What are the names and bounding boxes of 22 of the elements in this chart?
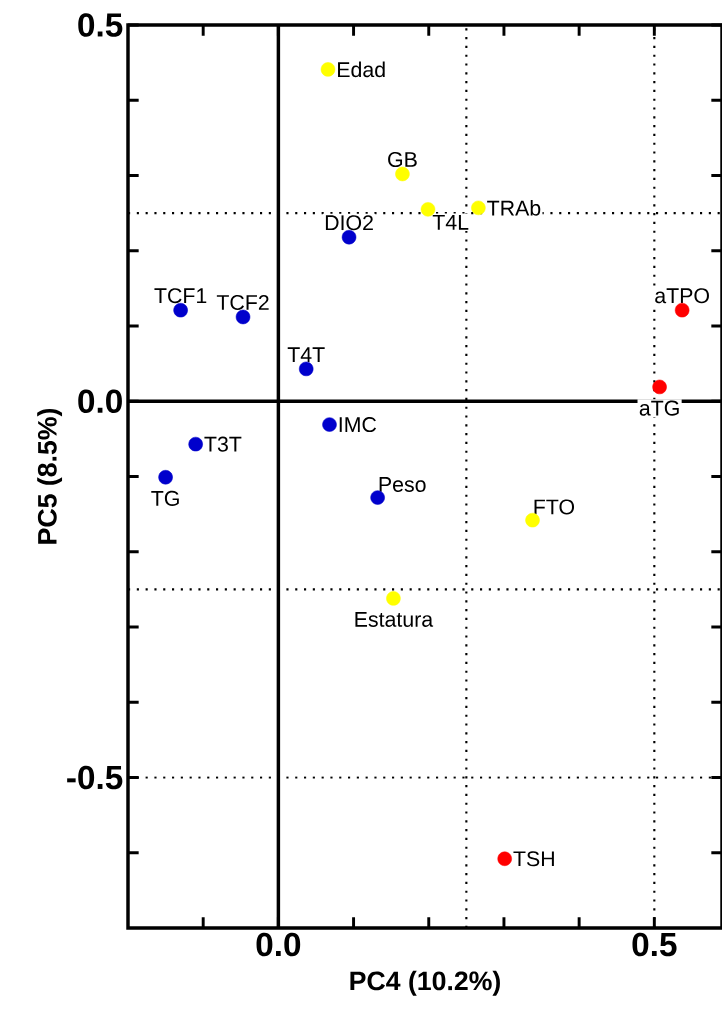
- annotation: T3T: [204, 436, 242, 452]
- annotation: TG: [151, 490, 179, 506]
- y-tick-label: 0.5: [78, 13, 123, 37]
- annotation: aTPO: [655, 288, 709, 304]
- annotation: aTG: [639, 400, 679, 416]
- annotation: TSH: [513, 851, 554, 867]
- annotation: DIO2: [325, 215, 373, 231]
- annotation: GB: [388, 151, 417, 168]
- annotation: Peso: [379, 477, 426, 492]
- annotation: FTO: [534, 499, 575, 515]
- y-axis-title: PC5 (8.5%): [37, 408, 63, 544]
- annotation: IMC: [339, 417, 377, 433]
- y-tick-label: 0.0: [78, 389, 122, 414]
- annotation: TCF1: [154, 288, 207, 304]
- x-axis-title: PC4 (10.2%): [350, 970, 500, 996]
- annotation: Estatura: [355, 612, 434, 627]
- annotation: Edad: [338, 61, 385, 78]
- annotation: TRAb: [487, 200, 541, 216]
- annotation: T4L: [432, 214, 469, 230]
- annotation: T4T: [287, 347, 325, 362]
- annotation: TCF2: [216, 294, 269, 311]
- y-tick-label: -0.5: [67, 765, 123, 790]
